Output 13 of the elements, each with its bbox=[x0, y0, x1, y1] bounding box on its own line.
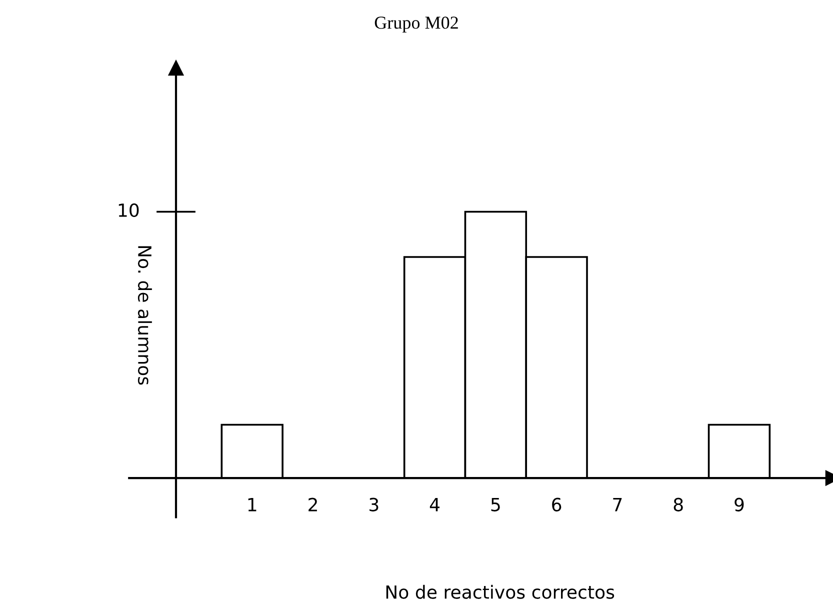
x-tick-label: 8 bbox=[674, 498, 683, 512]
x-tick-label: 1 bbox=[248, 498, 256, 512]
x-tick-label: 2 bbox=[308, 498, 317, 512]
x-tick-label: 9 bbox=[734, 498, 744, 512]
chart-title: Grupo M02 bbox=[374, 16, 458, 32]
x-tick-label: 5 bbox=[491, 498, 500, 512]
y-axis-title: No. de alumnos bbox=[138, 246, 152, 385]
x-axis-title: No de reactivos correctos bbox=[386, 584, 614, 599]
x-tick-label: 7 bbox=[613, 498, 622, 512]
x-tick-label: 3 bbox=[370, 498, 378, 512]
x-tick-label: 6 bbox=[552, 498, 562, 512]
text: 10 bbox=[118, 203, 139, 218]
x-tick-label: 4 bbox=[430, 498, 440, 512]
